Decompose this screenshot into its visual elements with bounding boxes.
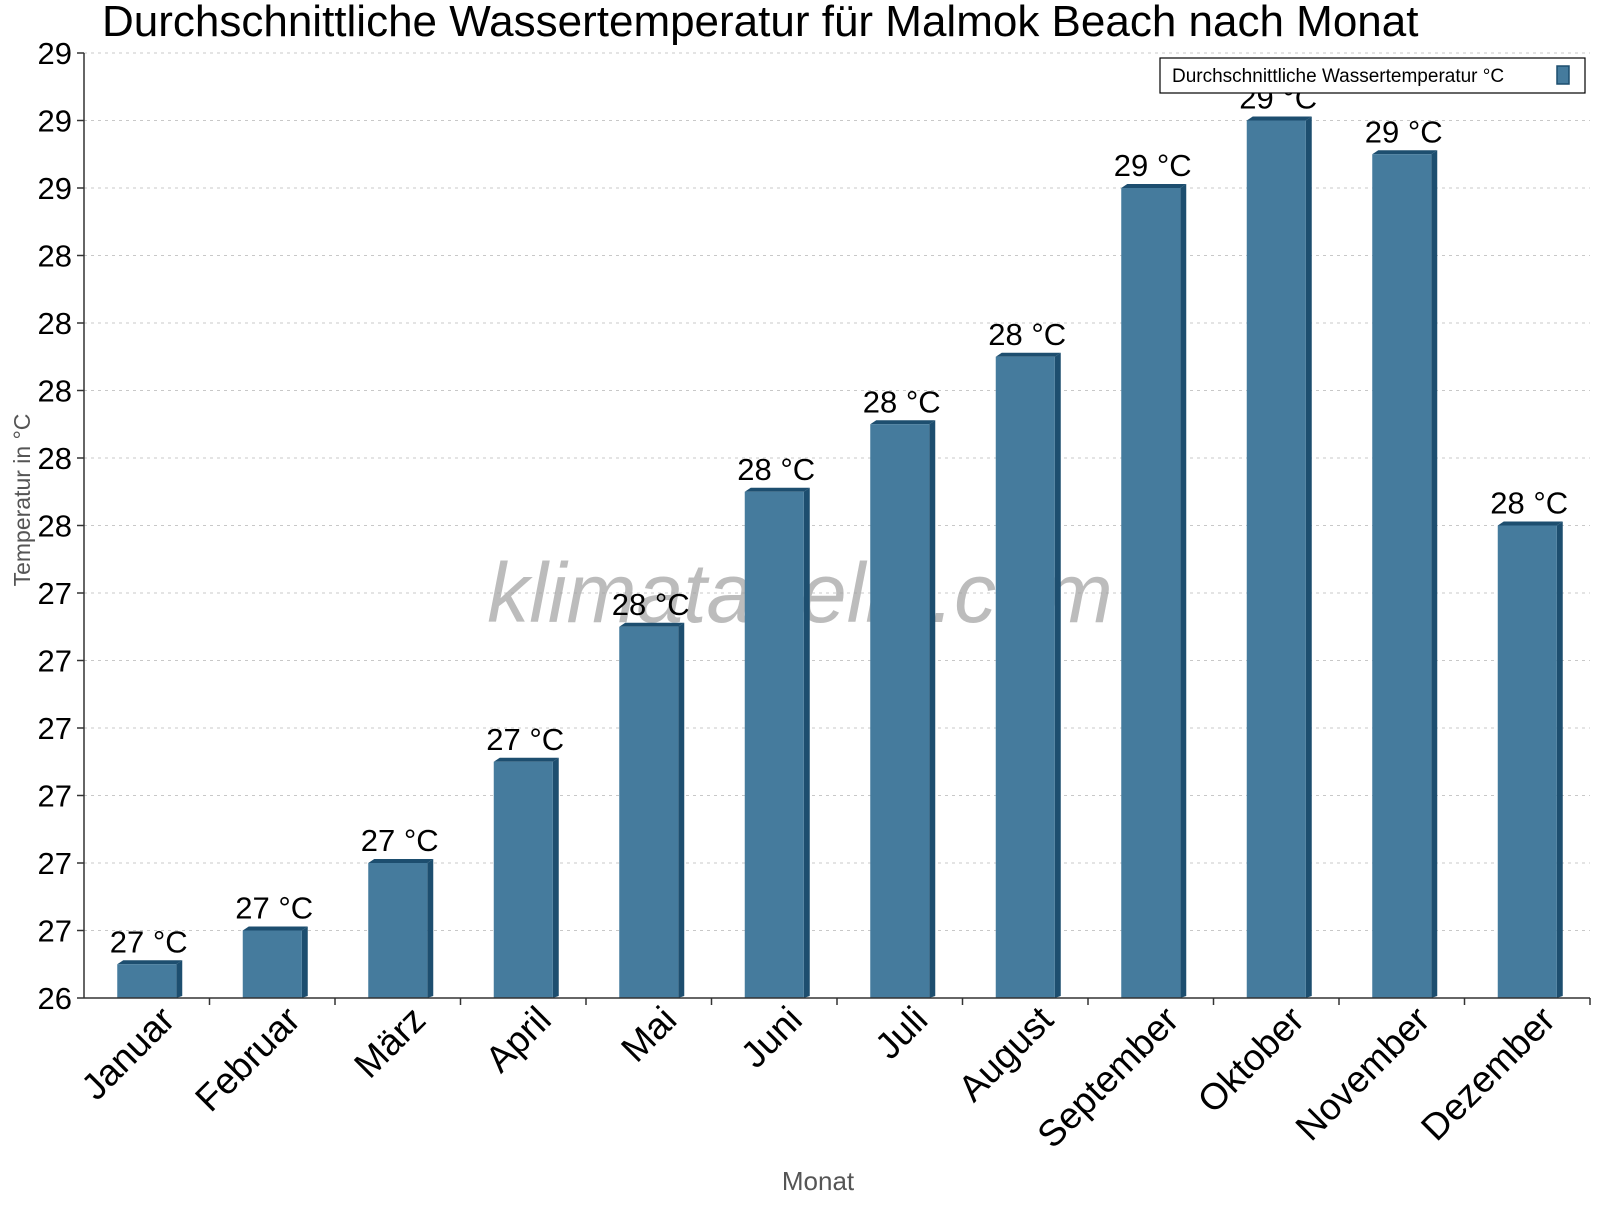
y-tick-label: 28	[38, 509, 72, 544]
x-tick-label: Januar	[73, 999, 182, 1108]
data-label: 28 °C	[1490, 486, 1568, 521]
y-tick-label: 27	[38, 779, 72, 814]
y-tick-label: 28	[38, 239, 72, 274]
bar-top	[995, 352, 1061, 357]
y-tick-label: 28	[38, 306, 72, 341]
legend[interactable]: Durchschnittliche Wassertemperatur °C	[1159, 57, 1586, 94]
legend-label: Durchschnittliche Wassertemperatur °C	[1172, 66, 1504, 87]
y-tick-label: 27	[38, 846, 72, 881]
chart-title: Durchschnittliche Wassertemperatur für M…	[102, 0, 1418, 46]
bar-top	[1121, 184, 1187, 188]
bar-top	[493, 757, 559, 762]
bar-side	[1431, 150, 1438, 998]
bar-side	[176, 960, 183, 998]
x-tick-label: März	[346, 999, 433, 1086]
data-label: 29 °C	[1114, 148, 1192, 183]
bar	[619, 626, 679, 998]
y-tick-label: 28	[38, 374, 72, 409]
bars	[117, 116, 1563, 998]
x-tick-labels: Januar Februar März April Mai Juni Juli AugustS…	[73, 998, 1591, 1156]
y-tick-label: 27	[38, 914, 72, 949]
data-label: 27 °C	[361, 823, 439, 858]
y-tick-label: 27	[38, 644, 72, 679]
x-tick-label: August	[950, 998, 1061, 1109]
bar-side	[929, 420, 936, 998]
x-tick-label: Juli	[867, 999, 935, 1067]
y-tick-label: 28	[38, 441, 72, 476]
bar	[493, 761, 553, 998]
bar-side	[1556, 521, 1563, 998]
y-tick-labels: 26 27 27 27 27 27 27 28 28 28 28 28 29 29 29	[38, 36, 84, 1016]
legend-box	[1159, 57, 1586, 94]
x-tick-label: April	[478, 999, 559, 1080]
data-label: 28 °C	[988, 317, 1066, 352]
legend-swatch	[1556, 65, 1570, 85]
bar-top	[744, 487, 810, 492]
y-tick-label: 29	[38, 171, 72, 206]
bar-side	[301, 926, 308, 998]
bar-side	[427, 859, 434, 998]
bar-top	[619, 622, 685, 627]
bar	[1121, 188, 1181, 998]
bar-top	[1372, 150, 1438, 155]
x-tick-label: Juni	[733, 999, 810, 1076]
data-label: 29 °C	[1365, 114, 1443, 149]
bar-top	[870, 420, 936, 425]
y-tick-label: 27	[38, 576, 72, 611]
y-tick-label: 29	[38, 36, 72, 71]
data-label: 27 °C	[235, 891, 313, 926]
grid-lines	[84, 52, 1590, 999]
data-label: 28 °C	[612, 587, 690, 622]
data-label: 27 °C	[486, 722, 564, 757]
bar-side	[1305, 116, 1312, 998]
bar-top	[1246, 116, 1312, 121]
x-tick-label: Mai	[613, 999, 684, 1070]
bar-side	[1054, 352, 1061, 998]
x-tick-label: Oktober	[1190, 999, 1312, 1121]
y-axis-label: Temperatur in °C	[9, 414, 35, 587]
bar	[368, 863, 428, 998]
data-label: 28 °C	[863, 384, 941, 419]
bar	[242, 930, 302, 998]
bar-side	[803, 487, 810, 998]
data-label: 27 °C	[110, 924, 188, 959]
data-label: 28 °C	[737, 452, 815, 487]
x-tick-label: November	[1288, 999, 1438, 1149]
x-tick-label: Februar	[187, 999, 308, 1120]
bar-top	[242, 926, 308, 931]
y-tick-label: 27	[38, 711, 72, 746]
x-axis-label: Monat	[782, 1166, 855, 1196]
bar-top	[1497, 521, 1563, 526]
bar	[1497, 525, 1557, 998]
bar	[744, 491, 804, 998]
y-tick-label: 26	[38, 981, 72, 1016]
bar	[1372, 154, 1432, 998]
bar-top	[117, 960, 183, 965]
x-tick-label: Dezember	[1413, 999, 1563, 1149]
data-labels: 27 °C 27 °C 27 °C 27 °C 28 °C 28 °C 28 °C 28 °C…	[110, 81, 1568, 960]
bar	[995, 356, 1055, 998]
bar-side	[1180, 184, 1187, 998]
y-tick-label: 29	[38, 104, 72, 139]
bar-side	[678, 622, 685, 998]
bar-side	[552, 757, 559, 998]
bar	[1246, 120, 1306, 998]
bar	[870, 424, 930, 998]
bar-top	[368, 859, 434, 863]
bar	[117, 964, 177, 998]
